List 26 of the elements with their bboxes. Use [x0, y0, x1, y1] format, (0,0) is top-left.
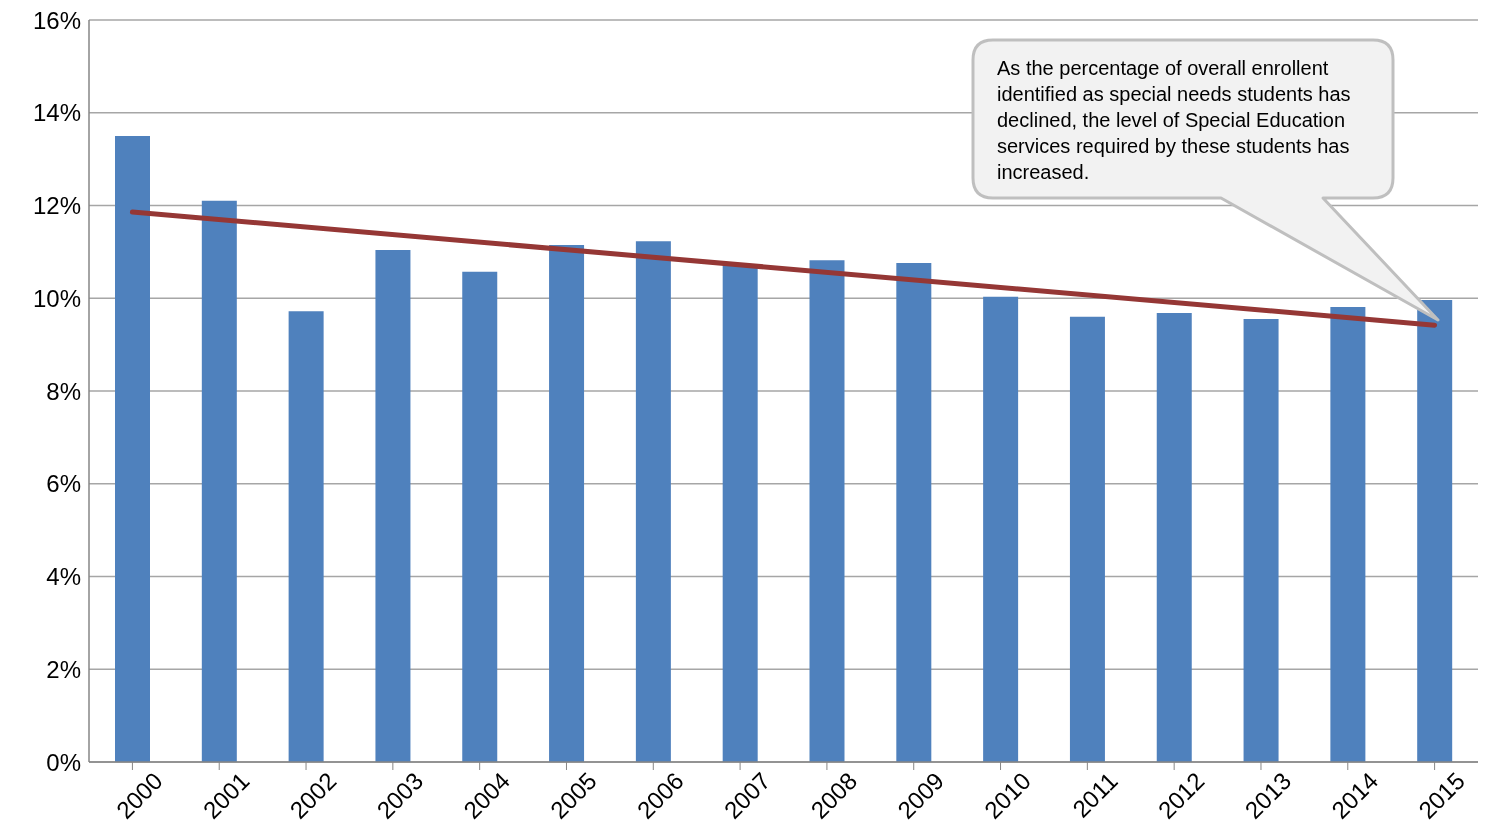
y-tick-label: 8%	[46, 377, 81, 405]
bar	[201, 200, 237, 762]
y-tick-label: 12%	[32, 192, 81, 220]
y-tick-label: 16%	[32, 6, 81, 34]
y-tick-label: 2%	[46, 655, 81, 683]
bar	[983, 296, 1019, 762]
bar	[462, 271, 498, 762]
bar	[809, 260, 845, 762]
bar	[115, 135, 150, 762]
y-tick-label: 4%	[46, 563, 81, 591]
bar	[1243, 319, 1279, 762]
annotation: As the percentage of overall enrollent identified as special needs students has declined, the level of Special Education services required by these students has increased.	[997, 56, 1352, 185]
bar	[896, 263, 932, 762]
y-tick-label: 6%	[46, 470, 81, 498]
bar	[635, 241, 671, 762]
bar	[722, 264, 758, 762]
bar	[549, 244, 585, 762]
bar	[375, 250, 411, 762]
bar	[288, 311, 324, 762]
bar	[1069, 316, 1105, 762]
bar	[1417, 300, 1453, 762]
y-tick-label: 10%	[32, 284, 81, 312]
y-tick-label: 14%	[32, 99, 81, 127]
bar	[1156, 313, 1192, 762]
y-tick-label: 0%	[46, 748, 81, 776]
bar	[1330, 307, 1366, 762]
